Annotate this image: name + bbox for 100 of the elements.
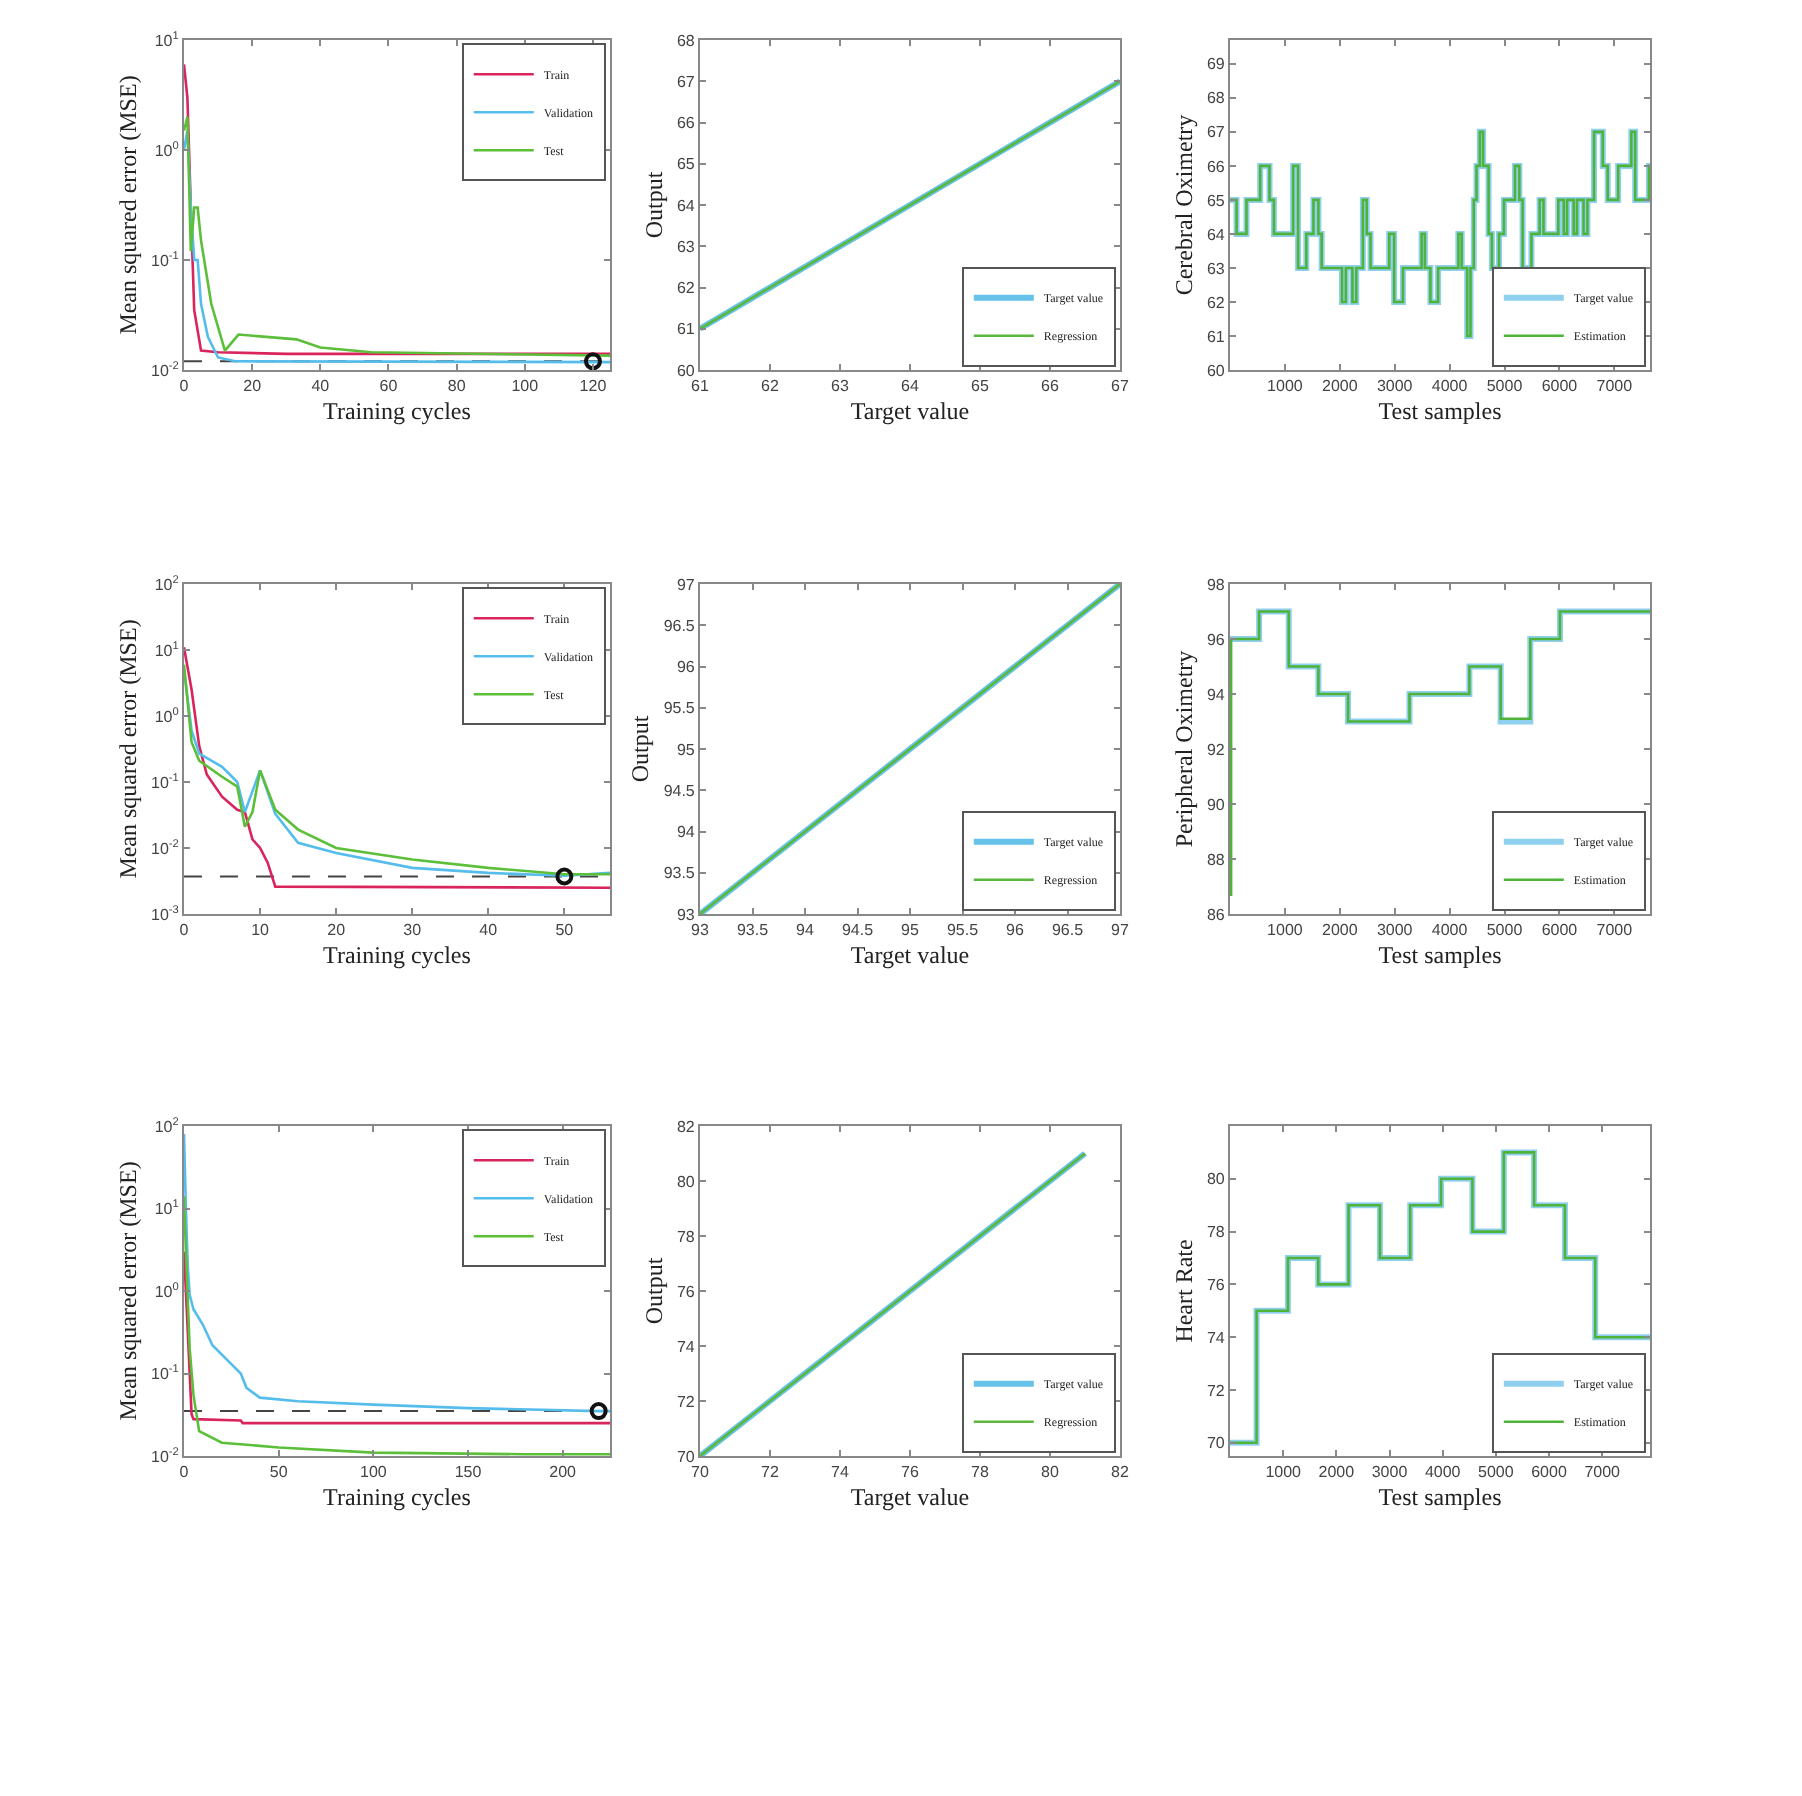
y-tick-label: 98 (1206, 575, 1226, 594)
x-tick-label: 65 (971, 377, 990, 396)
x-tick-label: 50 (269, 1463, 289, 1482)
x-tick-label: 72 (761, 1463, 780, 1482)
y-tick-label: 67 (676, 72, 696, 91)
y-tick-label: 10$^{-2}$ (151, 1446, 179, 1466)
y-tick-label: 90 (1206, 795, 1226, 814)
x-tick-label: 0 (179, 921, 190, 940)
y-tick-label: 10$^{2}$ (154, 1116, 179, 1136)
x-tick-label: 6000 (1541, 921, 1579, 940)
y-tick-label: 10$^{-1}$ (151, 772, 179, 792)
y-tick-label: 66 (676, 114, 696, 133)
x-tick-label: 100 (359, 1463, 388, 1482)
x-tick-label: 3000 (1376, 377, 1414, 396)
x-tick-label: 2000 (1318, 1463, 1356, 1482)
x-tick-label: 10 (251, 921, 271, 940)
y-tick-label: 67 (1206, 123, 1226, 142)
y-tick-label: 97 (676, 575, 696, 594)
x-tick-label: 2000 (1322, 921, 1359, 940)
x-tick-label: 6000 (1541, 377, 1579, 396)
x-tick-label: 100 (511, 377, 540, 396)
x-tick-label: 93.5 (736, 921, 770, 940)
y-tick-label: 61 (1206, 327, 1226, 346)
y-tick-label: 72 (1206, 1381, 1226, 1400)
x-tick-label: 95 (901, 921, 920, 940)
y-tick-label: 94.5 (663, 781, 696, 800)
x-tick-label: 150 (454, 1463, 483, 1482)
x-tick-label: 1000 (1265, 1463, 1303, 1482)
x-tick-label: 3000 (1376, 921, 1414, 940)
y-tick-label: 88 (1206, 850, 1226, 869)
x-tick-label: 61 (691, 377, 710, 396)
x-tick-label: 20 (327, 921, 347, 940)
x-tick-label: 0 (179, 1463, 190, 1482)
y-tick-label: 74 (1206, 1328, 1226, 1347)
y-tick-label: 70 (1206, 1434, 1226, 1453)
x-axis-title: Target value (850, 941, 970, 969)
y-tick-label: 95.5 (663, 699, 696, 718)
y-axis-title: Mean squared error (MSE) (113, 619, 142, 879)
y-tick-label: 63 (676, 237, 696, 256)
y-tick-label: 69 (1206, 55, 1226, 74)
x-tick-label: 40 (311, 377, 331, 396)
y-tick-label: 65 (676, 155, 696, 174)
x-tick-label: 93 (691, 921, 710, 940)
x-tick-label: 7000 (1596, 921, 1634, 940)
y-axis-title: Mean squared error (MSE) (113, 1161, 142, 1421)
x-tick-label: 200 (549, 1463, 578, 1482)
x-tick-label: 50 (555, 921, 575, 940)
y-tick-label: 10$^{0}$ (154, 140, 179, 160)
y-tick-label: 76 (676, 1282, 696, 1301)
y-tick-label: 60 (676, 361, 696, 380)
y-tick-label: 78 (676, 1227, 696, 1246)
y-tick-label: 10$^{-2}$ (151, 838, 179, 858)
y-tick-label: 80 (676, 1172, 696, 1191)
x-tick-label: 7000 (1596, 377, 1634, 396)
y-tick-label: 80 (1206, 1170, 1226, 1189)
x-tick-label: 82 (1111, 1463, 1130, 1482)
x-tick-label: 4000 (1431, 921, 1469, 940)
x-tick-label: 4000 (1431, 377, 1469, 396)
x-axis-title: Training cycles (323, 1483, 472, 1511)
x-tick-label: 70 (691, 1463, 710, 1482)
x-axis-title: Target value (850, 1483, 970, 1511)
x-tick-label: 1000 (1267, 377, 1304, 396)
y-tick-label: 10$^{0}$ (154, 706, 179, 726)
x-tick-label: 95.5 (946, 921, 980, 940)
x-tick-label: 78 (971, 1463, 990, 1482)
x-tick-label: 97 (1111, 921, 1130, 940)
x-axis-title: Test samples (1378, 941, 1503, 969)
y-tick-label: 10$^{-1}$ (151, 250, 179, 270)
x-tick-label: 2000 (1322, 377, 1359, 396)
x-axis-title: Target value (850, 397, 970, 425)
x-tick-label: 67 (1111, 377, 1130, 396)
y-tick-label: 10$^{2}$ (154, 574, 179, 594)
y-tick-label: 96 (1206, 630, 1226, 649)
y-tick-label: 92 (1206, 740, 1226, 759)
y-tick-label: 74 (676, 1337, 696, 1356)
x-tick-label: 66 (1041, 377, 1060, 396)
y-tick-label: 70 (676, 1447, 696, 1466)
x-tick-label: 6000 (1531, 1463, 1568, 1482)
y-tick-label: 68 (1206, 89, 1226, 108)
y-tick-label: 93 (676, 905, 696, 924)
y-tick-label: 76 (1206, 1276, 1226, 1294)
y-axis-title: Heart Rate (1169, 1239, 1198, 1343)
y-tick-label: 72 (676, 1392, 696, 1411)
x-tick-label: 4000 (1424, 1463, 1462, 1482)
x-tick-label: 5000 (1486, 921, 1524, 940)
y-axis-title: Mean squared error (MSE) (113, 75, 142, 335)
x-tick-label: 5000 (1486, 377, 1524, 396)
x-tick-label: 5000 (1478, 1463, 1515, 1482)
x-tick-label: 1000 (1267, 921, 1304, 940)
x-tick-label: 40 (479, 921, 499, 940)
x-tick-label: 62 (761, 377, 780, 396)
y-tick-label: 94 (1206, 685, 1226, 704)
y-axis-title: Output (626, 714, 655, 783)
x-tick-label: 80 (1041, 1463, 1060, 1482)
x-axis-title: Test samples (1378, 397, 1503, 425)
y-tick-label: 10$^{-3}$ (151, 904, 179, 924)
y-tick-label: 65 (1206, 191, 1226, 210)
x-tick-label: 20 (243, 377, 263, 396)
y-tick-label: 93.5 (663, 864, 696, 883)
x-axis-title: Test samples (1378, 1483, 1503, 1511)
